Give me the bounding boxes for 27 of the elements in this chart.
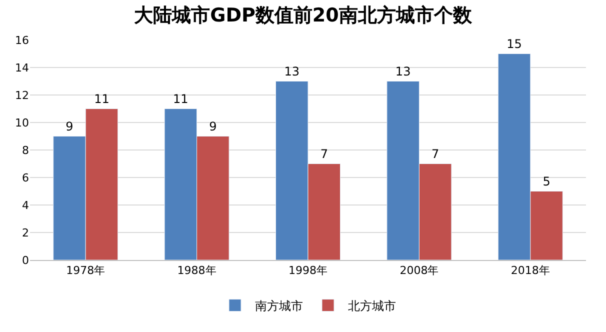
- y-tick-label: 16: [15, 34, 29, 47]
- y-tick-label: 4: [22, 198, 29, 212]
- y-tick-label: 14: [15, 61, 29, 74]
- y-tick-label: 0: [22, 254, 29, 267]
- chart-title: 大陆城市GDP数值前20南北方城市个数: [134, 4, 473, 27]
- data-label: 9: [209, 119, 217, 134]
- data-label: 15: [506, 36, 522, 51]
- data-label: 5: [542, 174, 550, 188]
- x-tick-label: 2018年: [510, 264, 550, 278]
- data-label: 13: [284, 64, 300, 78]
- data-label: 11: [94, 92, 110, 106]
- data-label: 13: [395, 64, 411, 78]
- data-label: 11: [173, 92, 188, 106]
- data-label: 7: [320, 146, 328, 161]
- x-tick-label: 1998年: [288, 264, 328, 278]
- y-tick-label: 10: [15, 116, 29, 130]
- data-label: 7: [432, 146, 440, 161]
- legend-label: 北方城市: [348, 298, 396, 313]
- x-tick-label: 1988年: [177, 264, 216, 278]
- x-tick-label: 1978年: [66, 264, 106, 278]
- legend-label: 南方城市: [255, 298, 303, 313]
- y-tick-label: 2: [22, 226, 29, 240]
- x-tick-label: 2008年: [400, 264, 439, 278]
- y-tick-label: 8: [22, 144, 29, 157]
- y-tick-label: 12: [15, 88, 29, 102]
- y-tick-label: 6: [22, 171, 29, 184]
- data-label: 9: [66, 119, 74, 134]
